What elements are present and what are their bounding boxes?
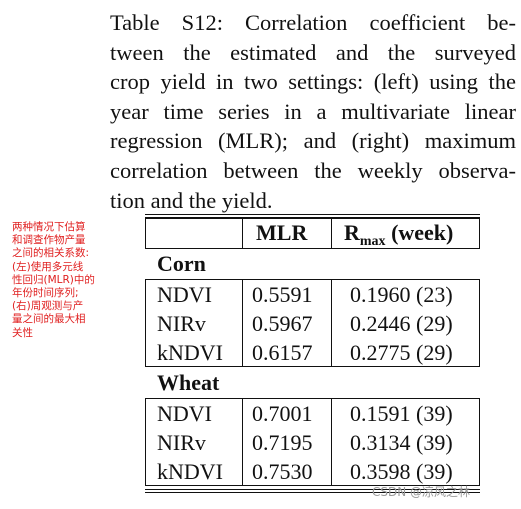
- watermark: CSDN @凉风之林: [372, 485, 471, 499]
- column-divider: [242, 218, 244, 249]
- header-mlr: MLR: [256, 220, 308, 245]
- note-line: (左)使用多元线: [12, 260, 84, 273]
- row-index: NIRv: [157, 311, 206, 336]
- column-divider: [242, 279, 244, 367]
- table-top-rule: [145, 214, 480, 215]
- note-line: 性回归(MLR)中的: [12, 273, 95, 286]
- caption-line: correlation between the weekly observa-: [110, 157, 516, 183]
- row-mlr: 0.5591: [252, 282, 313, 307]
- caption-line: tween the estimated and the surveyed: [110, 39, 516, 65]
- header-rmax-main: R: [344, 220, 360, 245]
- row-rmax: 0.3134 (39): [350, 430, 453, 455]
- group-label-wheat: Wheat: [157, 370, 220, 395]
- caption-line: crop yield in two settings: (left) using…: [110, 69, 516, 95]
- note-line: 和调查作物产量: [12, 234, 86, 247]
- note-line: 年份时间序列;: [12, 287, 79, 300]
- row-index: kNDVI: [157, 459, 223, 484]
- caption-line: regression (MLR); and (right) maximum: [110, 128, 516, 154]
- header-rmax-sub: max: [359, 234, 386, 249]
- group-box-corn: [145, 279, 480, 367]
- note-line: 量之间的最大相: [12, 313, 86, 326]
- table-top-rule: [145, 217, 480, 218]
- row-index: NIRv: [157, 430, 206, 455]
- row-mlr: 0.5967: [252, 311, 313, 336]
- caption-line: tion and the yield.: [110, 187, 273, 213]
- column-divider: [331, 279, 333, 367]
- group-box-wheat: [145, 398, 480, 486]
- table-header-box: [145, 218, 480, 249]
- table-bottom-rule: [145, 489, 480, 490]
- row-rmax: 0.1960 (23): [350, 282, 453, 307]
- table-caption: Table S12: Correlation coefficient be- t…: [110, 8, 516, 215]
- translation-note: 两种情况下估算 和调查作物产量 之间的相关系数: (左)使用多元线 性回归(ML…: [12, 221, 130, 340]
- table-bottom-rule: [145, 492, 480, 493]
- column-divider: [331, 398, 333, 486]
- note-line: 关性: [12, 326, 33, 339]
- row-mlr: 0.7195: [252, 430, 313, 455]
- column-divider: [242, 398, 244, 486]
- row-rmax: 0.2775 (29): [350, 340, 453, 365]
- group-label-corn: Corn: [157, 251, 206, 276]
- row-index: NDVI: [157, 401, 212, 426]
- row-rmax: 0.3598 (39): [350, 459, 453, 484]
- row-rmax: 0.2446 (29): [350, 311, 453, 336]
- row-index: NDVI: [157, 282, 212, 307]
- note-line: 之间的相关系数:: [12, 247, 90, 260]
- column-divider: [331, 218, 333, 249]
- row-mlr: 0.7001: [252, 401, 313, 426]
- row-index: kNDVI: [157, 340, 223, 365]
- note-line: (右)周观测与产: [12, 300, 84, 313]
- header-rmax-tail: (week): [385, 220, 454, 245]
- caption-line: Table S12: Correlation coefficient be-: [110, 10, 516, 35]
- row-mlr: 0.6157: [252, 340, 313, 365]
- note-line: 两种情况下估算: [12, 221, 86, 233]
- header-rmax: Rmax (week): [344, 220, 453, 250]
- row-rmax: 0.1591 (39): [350, 401, 453, 426]
- row-mlr: 0.7530: [252, 459, 313, 484]
- caption-line: year time series in a multivariate linea…: [110, 98, 516, 124]
